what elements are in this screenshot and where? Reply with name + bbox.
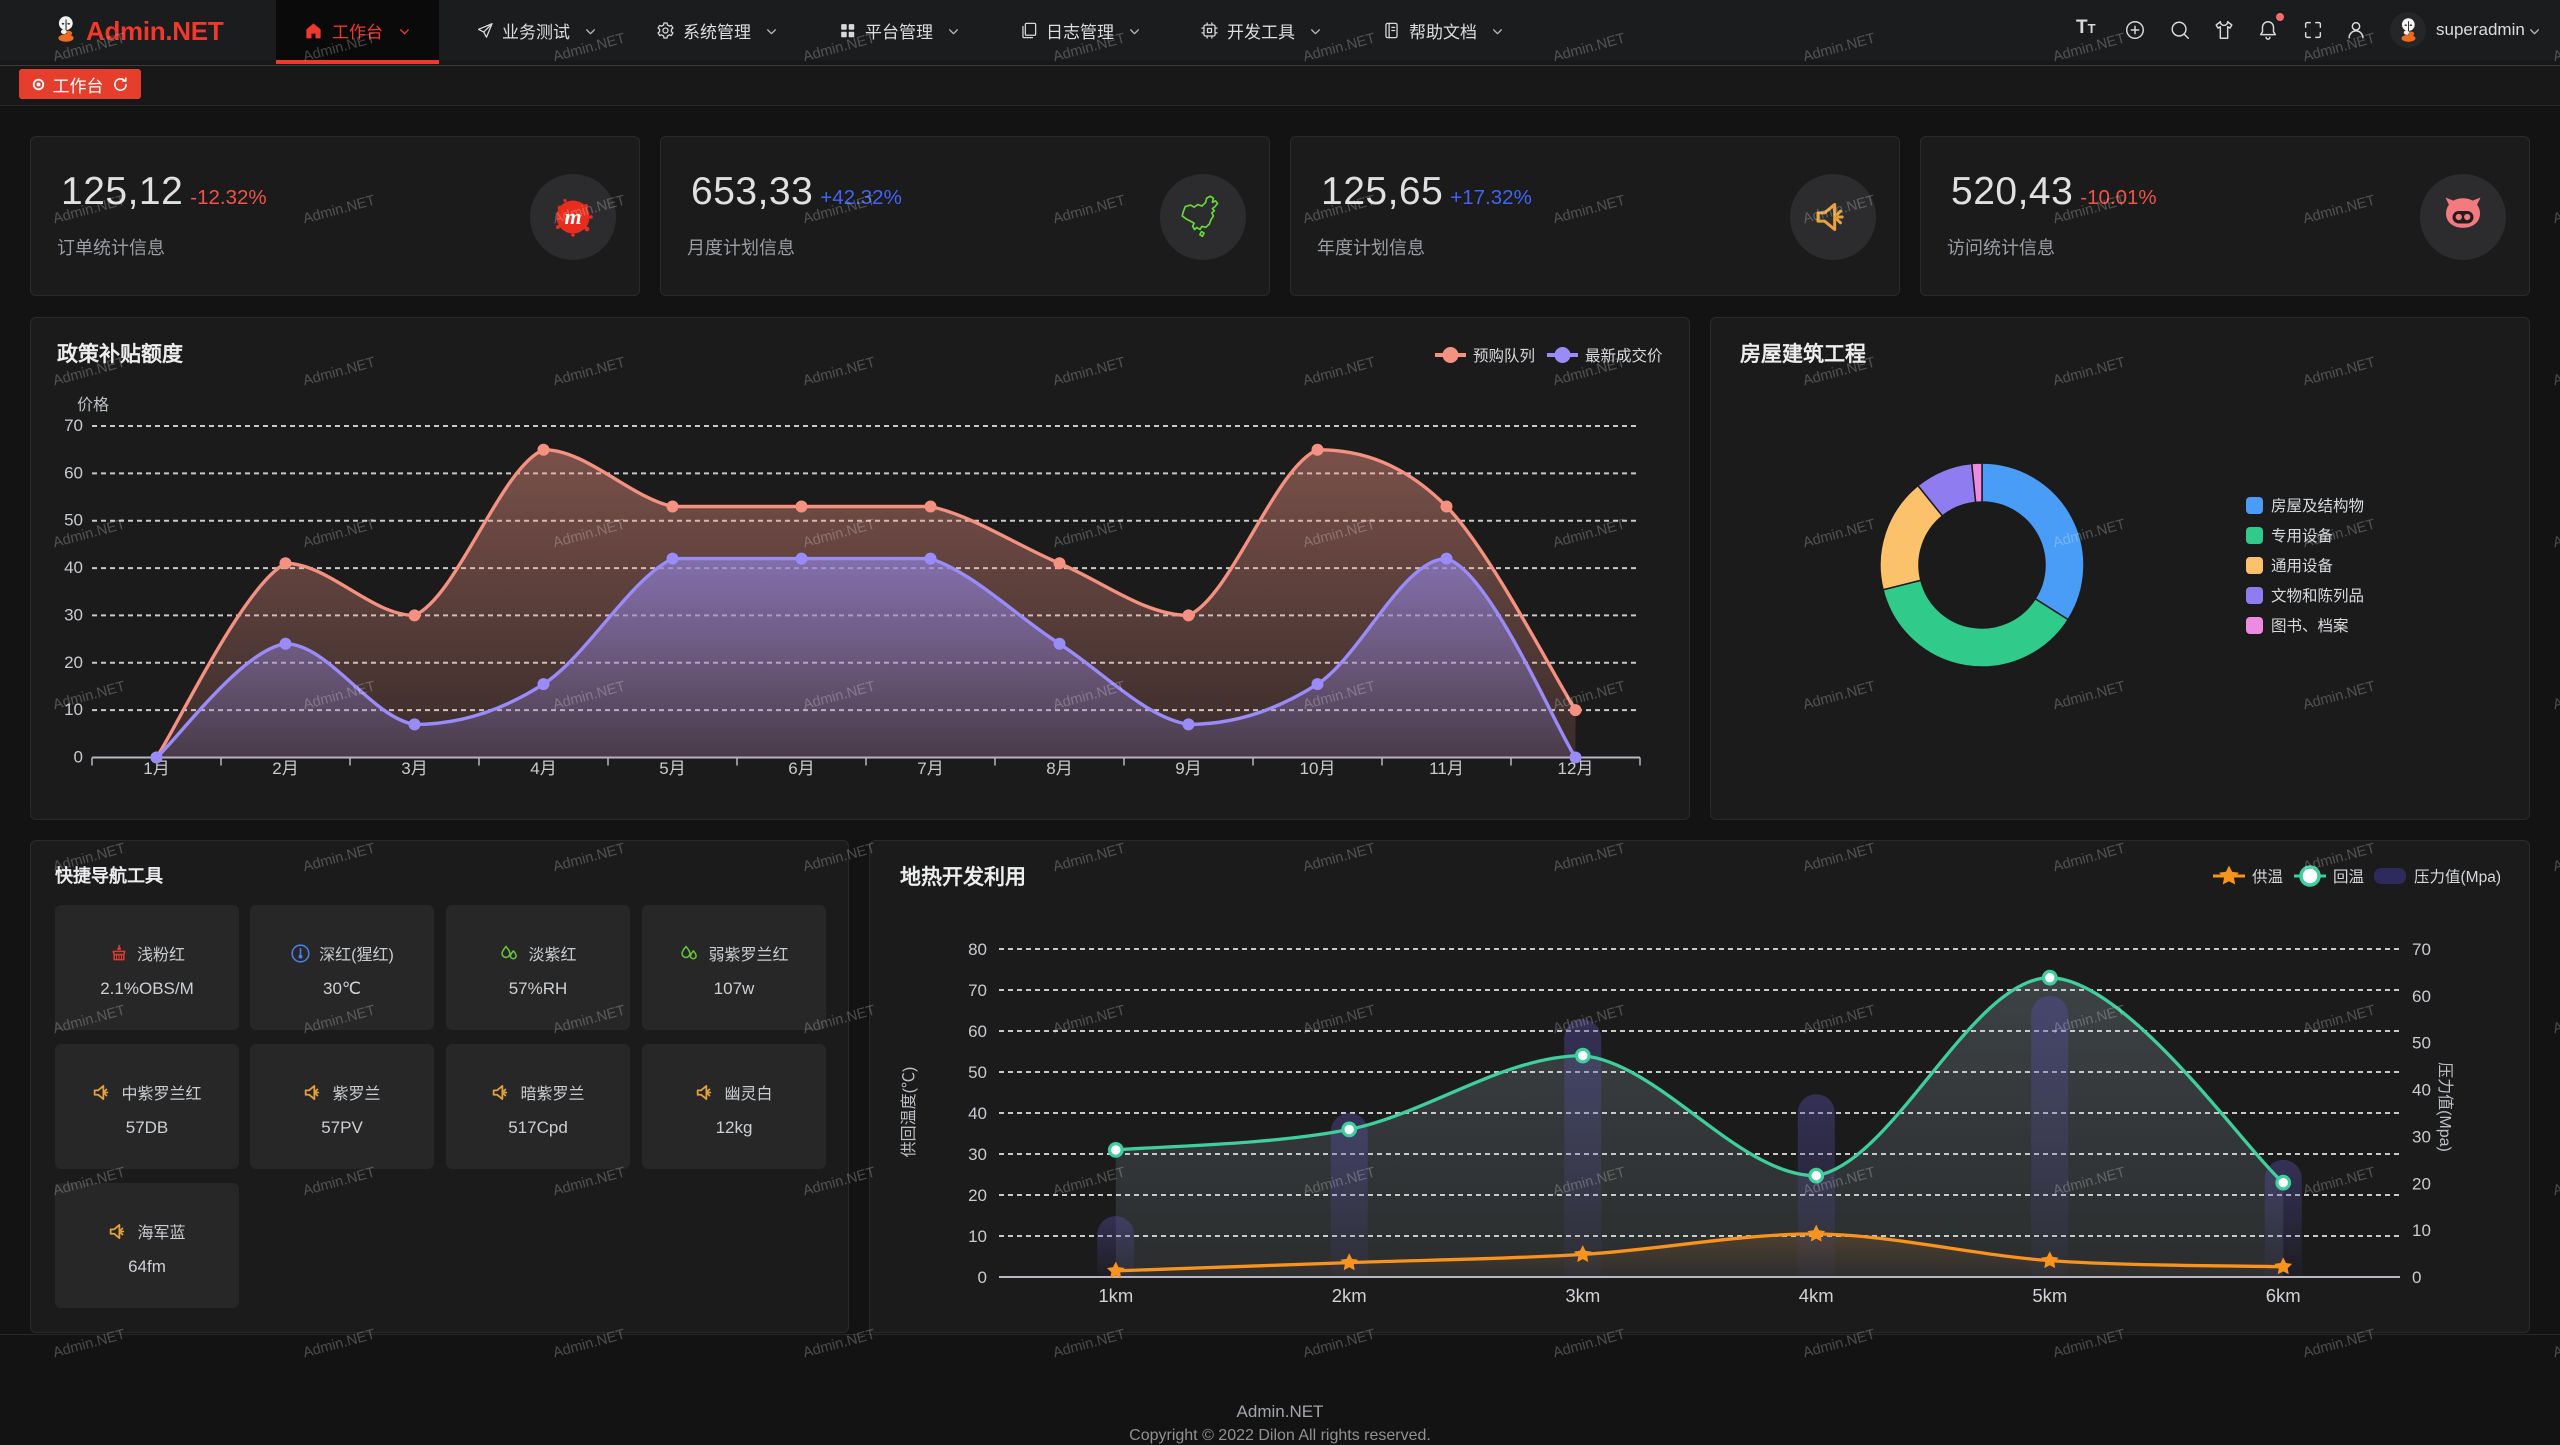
svg-text:2km: 2km [1332, 1285, 1367, 1306]
svg-text:50: 50 [2412, 1034, 2431, 1053]
svg-text:9月: 9月 [1175, 759, 1201, 778]
svg-text:压力值(Mpa): 压力值(Mpa) [2414, 868, 2501, 886]
svg-text:5km: 5km [2032, 1285, 2067, 1306]
svg-text:压力值(Mpa): 压力值(Mpa) [2436, 1062, 2454, 1152]
svg-text:1km: 1km [1098, 1285, 1133, 1306]
svg-text:11月: 11月 [1429, 759, 1464, 778]
svg-text:30: 30 [968, 1145, 987, 1164]
svg-text:0: 0 [978, 1268, 987, 1287]
svg-text:10: 10 [64, 700, 83, 719]
svg-text:最新成交价: 最新成交价 [1585, 347, 1663, 365]
svg-text:0: 0 [2412, 1268, 2421, 1287]
svg-text:70: 70 [2412, 940, 2431, 959]
svg-text:40: 40 [968, 1104, 987, 1123]
svg-text:50: 50 [968, 1063, 987, 1082]
svg-text:50: 50 [64, 511, 83, 530]
svg-text:6km: 6km [2266, 1285, 2301, 1306]
svg-text:专用设备: 专用设备 [2271, 527, 2334, 545]
svg-text:文物和陈列品: 文物和陈列品 [2271, 587, 2364, 605]
svg-text:回温: 回温 [2333, 868, 2364, 886]
svg-text:60: 60 [968, 1022, 987, 1041]
svg-text:10月: 10月 [1300, 759, 1336, 778]
svg-text:供回温度(℃): 供回温度(℃) [900, 1067, 918, 1158]
svg-text:通用设备: 通用设备 [2271, 557, 2334, 575]
svg-text:30: 30 [64, 605, 83, 624]
svg-text:8月: 8月 [1046, 759, 1072, 778]
svg-text:5月: 5月 [659, 759, 685, 778]
svg-text:图书、档案: 图书、档案 [2271, 617, 2349, 635]
svg-text:70: 70 [968, 981, 987, 1000]
svg-text:30: 30 [2412, 1127, 2431, 1146]
svg-text:m: m [564, 204, 581, 229]
svg-text:10: 10 [968, 1227, 987, 1246]
svg-text:3月: 3月 [401, 759, 427, 778]
svg-text:60: 60 [2412, 987, 2431, 1006]
svg-text:房屋及结构物: 房屋及结构物 [2271, 497, 2364, 515]
svg-text:0: 0 [74, 748, 83, 767]
svg-text:3km: 3km [1565, 1285, 1600, 1306]
svg-text:7月: 7月 [917, 759, 943, 778]
svg-text:6月: 6月 [788, 759, 814, 778]
svg-text:20: 20 [64, 653, 83, 672]
svg-text:2月: 2月 [272, 759, 298, 778]
svg-text:60: 60 [64, 463, 83, 482]
svg-text:政策补贴额度: 政策补贴额度 [57, 342, 183, 366]
svg-text:房屋建筑工程: 房屋建筑工程 [1740, 342, 1866, 366]
svg-text:40: 40 [64, 558, 83, 577]
svg-text:地热开发利用: 地热开发利用 [900, 865, 1026, 889]
svg-text:70: 70 [64, 416, 83, 435]
svg-text:4月: 4月 [530, 759, 556, 778]
svg-text:预购队列: 预购队列 [1473, 347, 1535, 365]
svg-text:20: 20 [2412, 1174, 2431, 1193]
svg-text:10: 10 [2412, 1221, 2431, 1240]
svg-text:供温: 供温 [2252, 868, 2283, 886]
svg-text:4km: 4km [1799, 1285, 1834, 1306]
svg-text:价格: 价格 [77, 396, 109, 414]
svg-text:80: 80 [968, 940, 987, 959]
svg-text:40: 40 [2412, 1081, 2431, 1100]
svg-text:20: 20 [968, 1186, 987, 1205]
